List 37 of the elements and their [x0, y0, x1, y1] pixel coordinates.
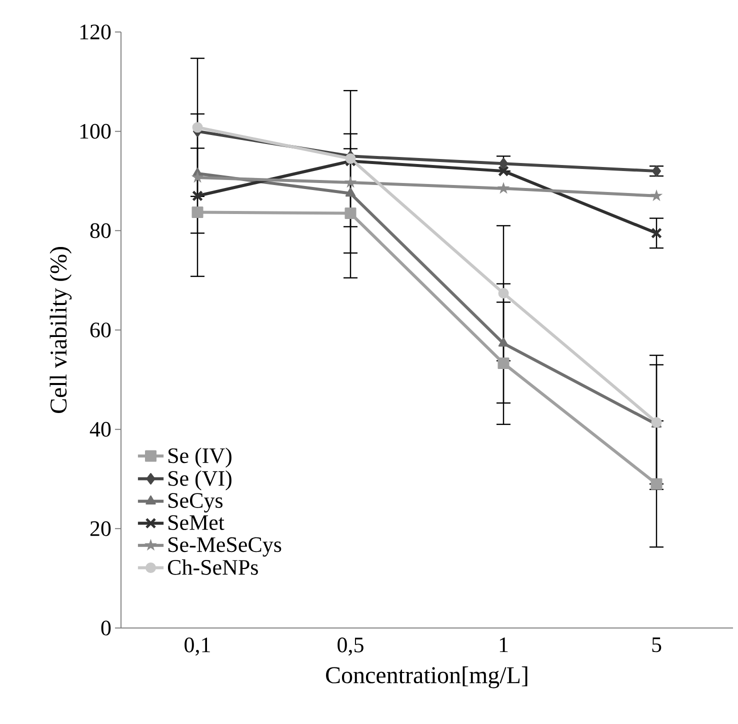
legend-label: Se (VI) — [168, 470, 232, 490]
legend-label: Se (IV) — [168, 448, 232, 468]
legend-label: Se-MeSeCys — [168, 537, 282, 557]
y-tick-label: 0 — [101, 620, 111, 636]
y-tick-label: 20 — [90, 521, 111, 536]
point — [498, 358, 510, 370]
point — [192, 190, 203, 202]
legend-label: Ch-SeNPs — [168, 559, 258, 575]
y-tick-label: 80 — [90, 223, 111, 238]
point — [345, 153, 356, 164]
y-tick-label: 100 — [80, 124, 111, 139]
x-tick-label: 0,5 — [338, 638, 364, 656]
y-tick-label: 40 — [90, 422, 111, 437]
point — [650, 478, 662, 490]
y-tick-label: 60 — [90, 322, 111, 338]
point — [192, 122, 203, 133]
point — [652, 165, 662, 177]
point — [498, 166, 509, 176]
y-axis-title: Cell viability (%) — [50, 247, 72, 413]
legend-label: SeCys — [168, 493, 222, 512]
point — [345, 188, 356, 197]
x-axis-title: Concentration[mg/L] — [326, 666, 528, 688]
x-tick-label: 1 — [500, 638, 508, 652]
point — [192, 206, 204, 218]
point — [650, 189, 663, 202]
point — [344, 176, 357, 188]
legend-label: SeMet — [168, 515, 224, 530]
x-tick-label: 0,1 — [184, 638, 210, 656]
point — [498, 338, 509, 347]
point — [344, 208, 356, 220]
point — [497, 182, 510, 194]
point — [191, 171, 204, 183]
point — [498, 288, 509, 298]
x-tick-label: 5 — [652, 638, 662, 652]
point — [651, 228, 662, 238]
point — [499, 158, 508, 170]
y-tick-label: 120 — [80, 24, 111, 40]
